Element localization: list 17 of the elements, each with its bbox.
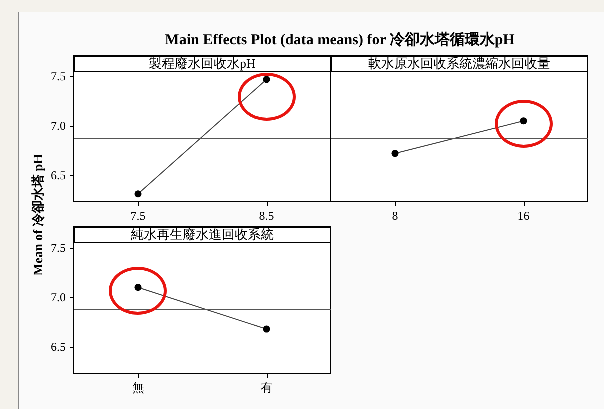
y-tick-label: 7.0 [51,290,66,305]
y-tick-label: 7.0 [51,119,66,134]
x-axis-title: 製程廢水回收水pH [149,55,256,74]
x-tick-label: 7.5 [130,209,146,223]
x-axis-title: 軟水原水回收系統濃縮水回收量 [368,55,550,74]
y-tick-label: 6.5 [51,168,66,182]
y-axis-title: Mean of 冷卻水塔 pH [30,154,46,276]
chart-title: Main Effects Plot (data means) for 冷卻水塔循環水pH [165,32,516,48]
x-tick-label: 無 [132,381,144,395]
x-axis-title: 純水再生廢水進回收系統 [131,226,274,244]
x-tick-label: 8 [392,209,398,223]
y-tick-label: 6.5 [51,340,66,354]
x-tick-label: 有 [260,381,273,395]
y-tick-label: 7.5 [51,240,66,255]
y-tick-label: 7.5 [51,70,66,84]
x-tick-label: 16 [518,209,530,223]
x-tick-label: 8.5 [259,209,274,223]
